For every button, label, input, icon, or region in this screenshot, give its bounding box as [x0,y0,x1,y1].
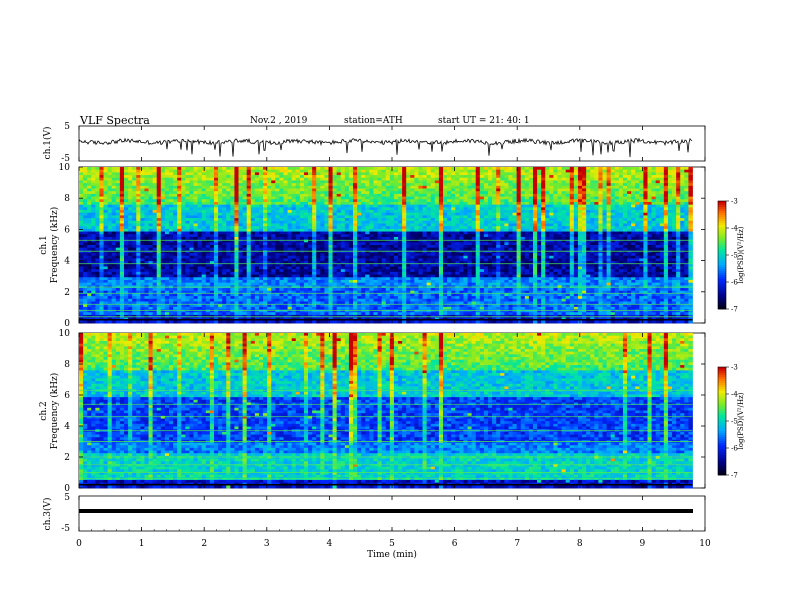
colorbar-label: log(PSD)(V²/Hz) [737,226,745,283]
ch1-spectrogram-panel: 0 2 4 6 8 10 ch.1 Frequency (kHz) [39,163,706,329]
spec-ytick-label: 2 [64,288,70,298]
ch2-spec-ylabel-channel: ch.2 [39,401,49,420]
ch1-ytick-bottom: -5 [61,154,70,164]
figure-title: VLF Spectra [79,114,150,127]
ch3-ytick-bottom: -5 [61,524,70,534]
xtick-label: 3 [264,539,270,549]
xtick-label: 0 [76,539,82,549]
spec-ytick-label: 10 [59,163,71,173]
xtick-label: 4 [327,539,333,549]
date-label: Nov.2 , 2019 [250,116,308,126]
xtick-label: 2 [201,539,207,549]
ch1-waveform-line [78,137,693,158]
spec-ytick-label: 0 [64,319,70,329]
spec-ytick-label: 2 [64,453,70,463]
ch1-colorbar: -3 -4 -5 -6 -7 log(PSD)(V²/Hz) [717,198,745,314]
xtick-label: 8 [577,539,583,549]
spec-ytick-label: 8 [64,360,70,370]
colorbar-tick-label: -3 [731,198,738,206]
ch1-waveform-panel: 5 -5 ch.1(V) [42,122,706,164]
station-label: station=ATH [344,116,403,126]
colorbar-label: log(PSD)(V²/Hz) [737,392,745,449]
colorbar-tick-label: -6 [731,445,738,453]
colorbar-tick-label: -7 [731,472,738,480]
ch2-spec-ylabel: Frequency (kHz) [49,373,60,450]
spec-ytick-label: 10 [59,329,71,339]
colorbar-tick-label: -7 [731,306,738,314]
ch2-spectrogram-panel: 0 2 4 6 8 10 ch.2 Frequency (kHz) [39,329,706,494]
ch3-ylabel: ch.3(V) [42,498,53,531]
colorbar-tick-label: -5 [731,418,738,426]
ch1-ylabel: ch.1(V) [42,127,53,160]
colorbar-tick-label: -5 [731,252,738,260]
xtick-label: 7 [514,539,520,549]
spec-ytick-label: 4 [64,422,70,432]
ch3-waveform-line [79,509,693,513]
colorbar-tick-label: -6 [731,279,738,287]
time-axis: 0 1 2 3 4 5 6 7 8 9 10 [76,126,711,549]
xtick-label: 6 [452,539,458,549]
spec-ytick-label: 4 [64,257,70,267]
ch1-spec-ylabel: Frequency (kHz) [49,207,60,284]
colorbar-tick-label: -3 [731,364,738,372]
colorbar-tick-label: -4 [731,225,738,233]
xtick-label: 1 [139,539,145,549]
start-time-label: start UT = 21: 40: 1 [438,116,530,126]
spec-ytick-label: 6 [64,391,70,401]
ch1-spec-ylabel-channel: ch.1 [39,235,49,254]
xtick-label: 9 [640,539,646,549]
spec-ytick-label: 6 [64,225,70,235]
spec-ytick-label: 0 [64,484,70,494]
ch2-colorbar: -3 -4 -5 -6 -7 log(PSD)(V²/Hz) [717,364,745,480]
ch2-spectrogram-image [79,333,693,489]
colorbar-tick-label: -4 [731,391,738,399]
spec-ytick-label: 8 [64,194,70,204]
ch3-ytick-top: 5 [64,493,70,503]
xaxis-label: Time (min) [367,549,417,560]
xtick-label: 5 [389,539,395,549]
xtick-label: 10 [699,539,711,549]
ch1-ytick-top: 5 [64,122,70,132]
ch1-spectrogram-image [79,167,693,324]
